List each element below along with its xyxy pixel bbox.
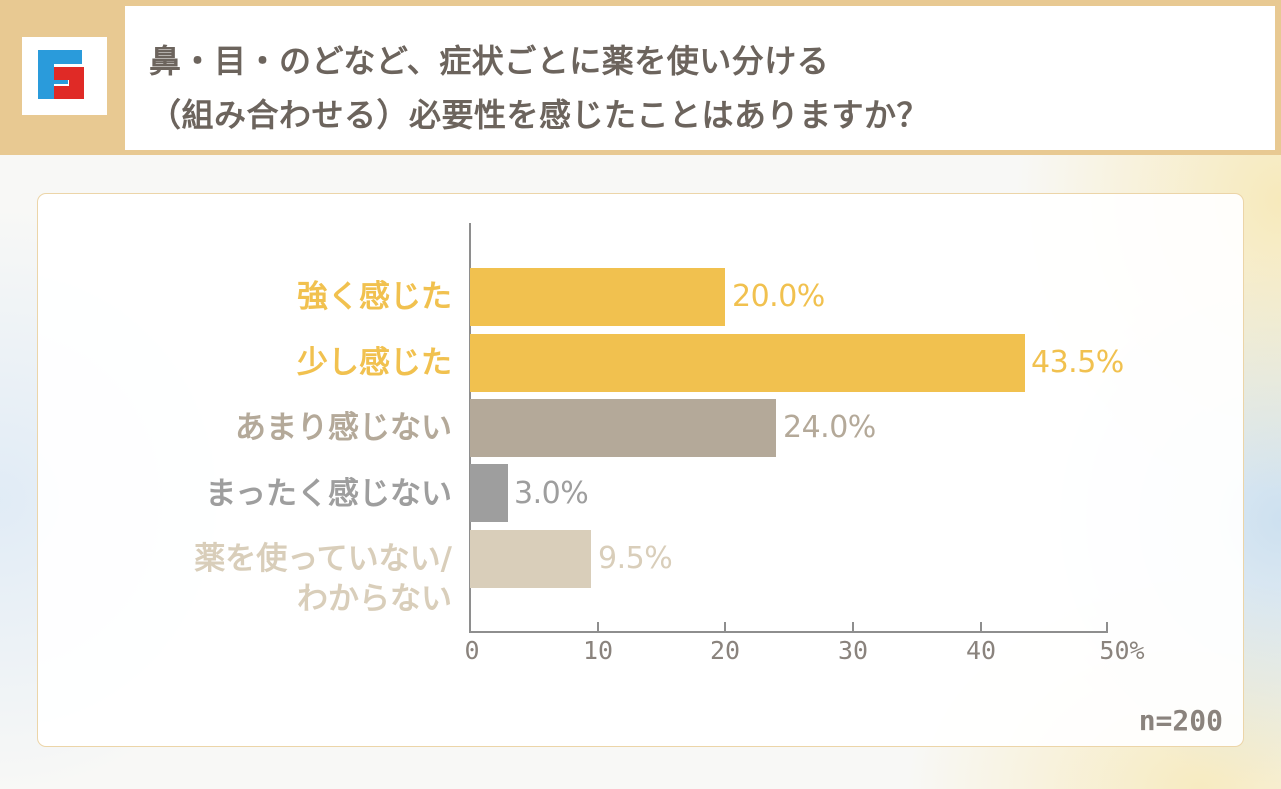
sample-size-label: n=200 [1138,704,1223,737]
category-label-strongly-felt: 強く感じた [297,279,452,315]
x-tick [1106,622,1108,632]
x-tick [980,622,982,632]
brand-logo-icon [38,50,84,99]
x-tick-label: 10 [582,636,614,665]
bar-not-at-all [470,464,508,522]
bar-strongly-felt [470,268,725,326]
x-tick [724,622,726,632]
logo-box [22,37,107,115]
page-title-line-1: 鼻・目・のどなど、症状ごとに薬を使い分ける [149,42,830,80]
value-label: 43.5% [1031,345,1124,380]
x-tick-label: 40 [965,636,997,665]
x-tick [852,622,854,632]
category-label-no-medicine-line2: わからない [297,581,452,617]
x-tick-label: 20 [709,636,741,665]
x-tick-label: 0 [464,636,480,665]
bar-no-medicine [470,530,591,588]
category-label-somewhat-felt: 少し感じた [297,345,452,381]
x-tick-label: 50% [1099,636,1145,665]
bar-somewhat-felt [470,334,1025,392]
value-label: 24.0% [783,410,876,445]
page-title-line-2: （組み合わせる）必要性を感じたことはありますか？ [149,96,930,134]
category-label-not-much: あまり感じない [235,410,452,446]
value-label: 9.5% [598,541,673,576]
category-label-not-at-all: まったく感じない [205,476,452,512]
category-label-no-medicine-line1: 薬を使っていない/ [194,541,452,577]
title-panel: 鼻・目・のどなど、症状ごとに薬を使い分ける （組み合わせる）必要性を感じたことは… [125,6,1275,150]
x-tick-label: 30 [837,636,869,665]
x-tick [597,622,599,632]
value-label: 3.0% [514,476,589,511]
x-axis-line [469,631,1108,633]
value-label: 20.0% [732,279,825,314]
bar-not-much [470,399,776,457]
